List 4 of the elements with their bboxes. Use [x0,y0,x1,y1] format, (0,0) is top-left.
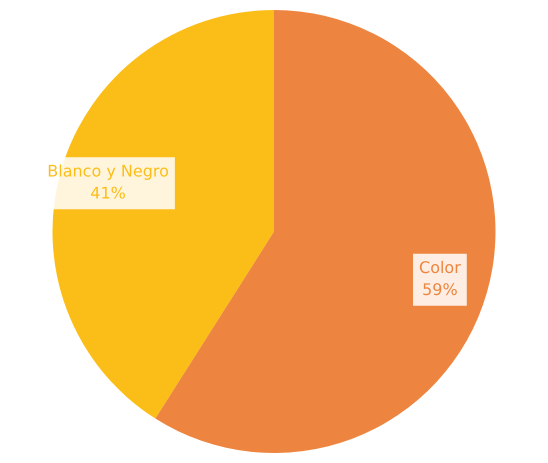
slice-label: Blanco y Negro [47,161,169,180]
data-label: 41% [90,183,126,202]
data-label: 59% [422,280,458,299]
slice-label: Color [419,258,462,277]
